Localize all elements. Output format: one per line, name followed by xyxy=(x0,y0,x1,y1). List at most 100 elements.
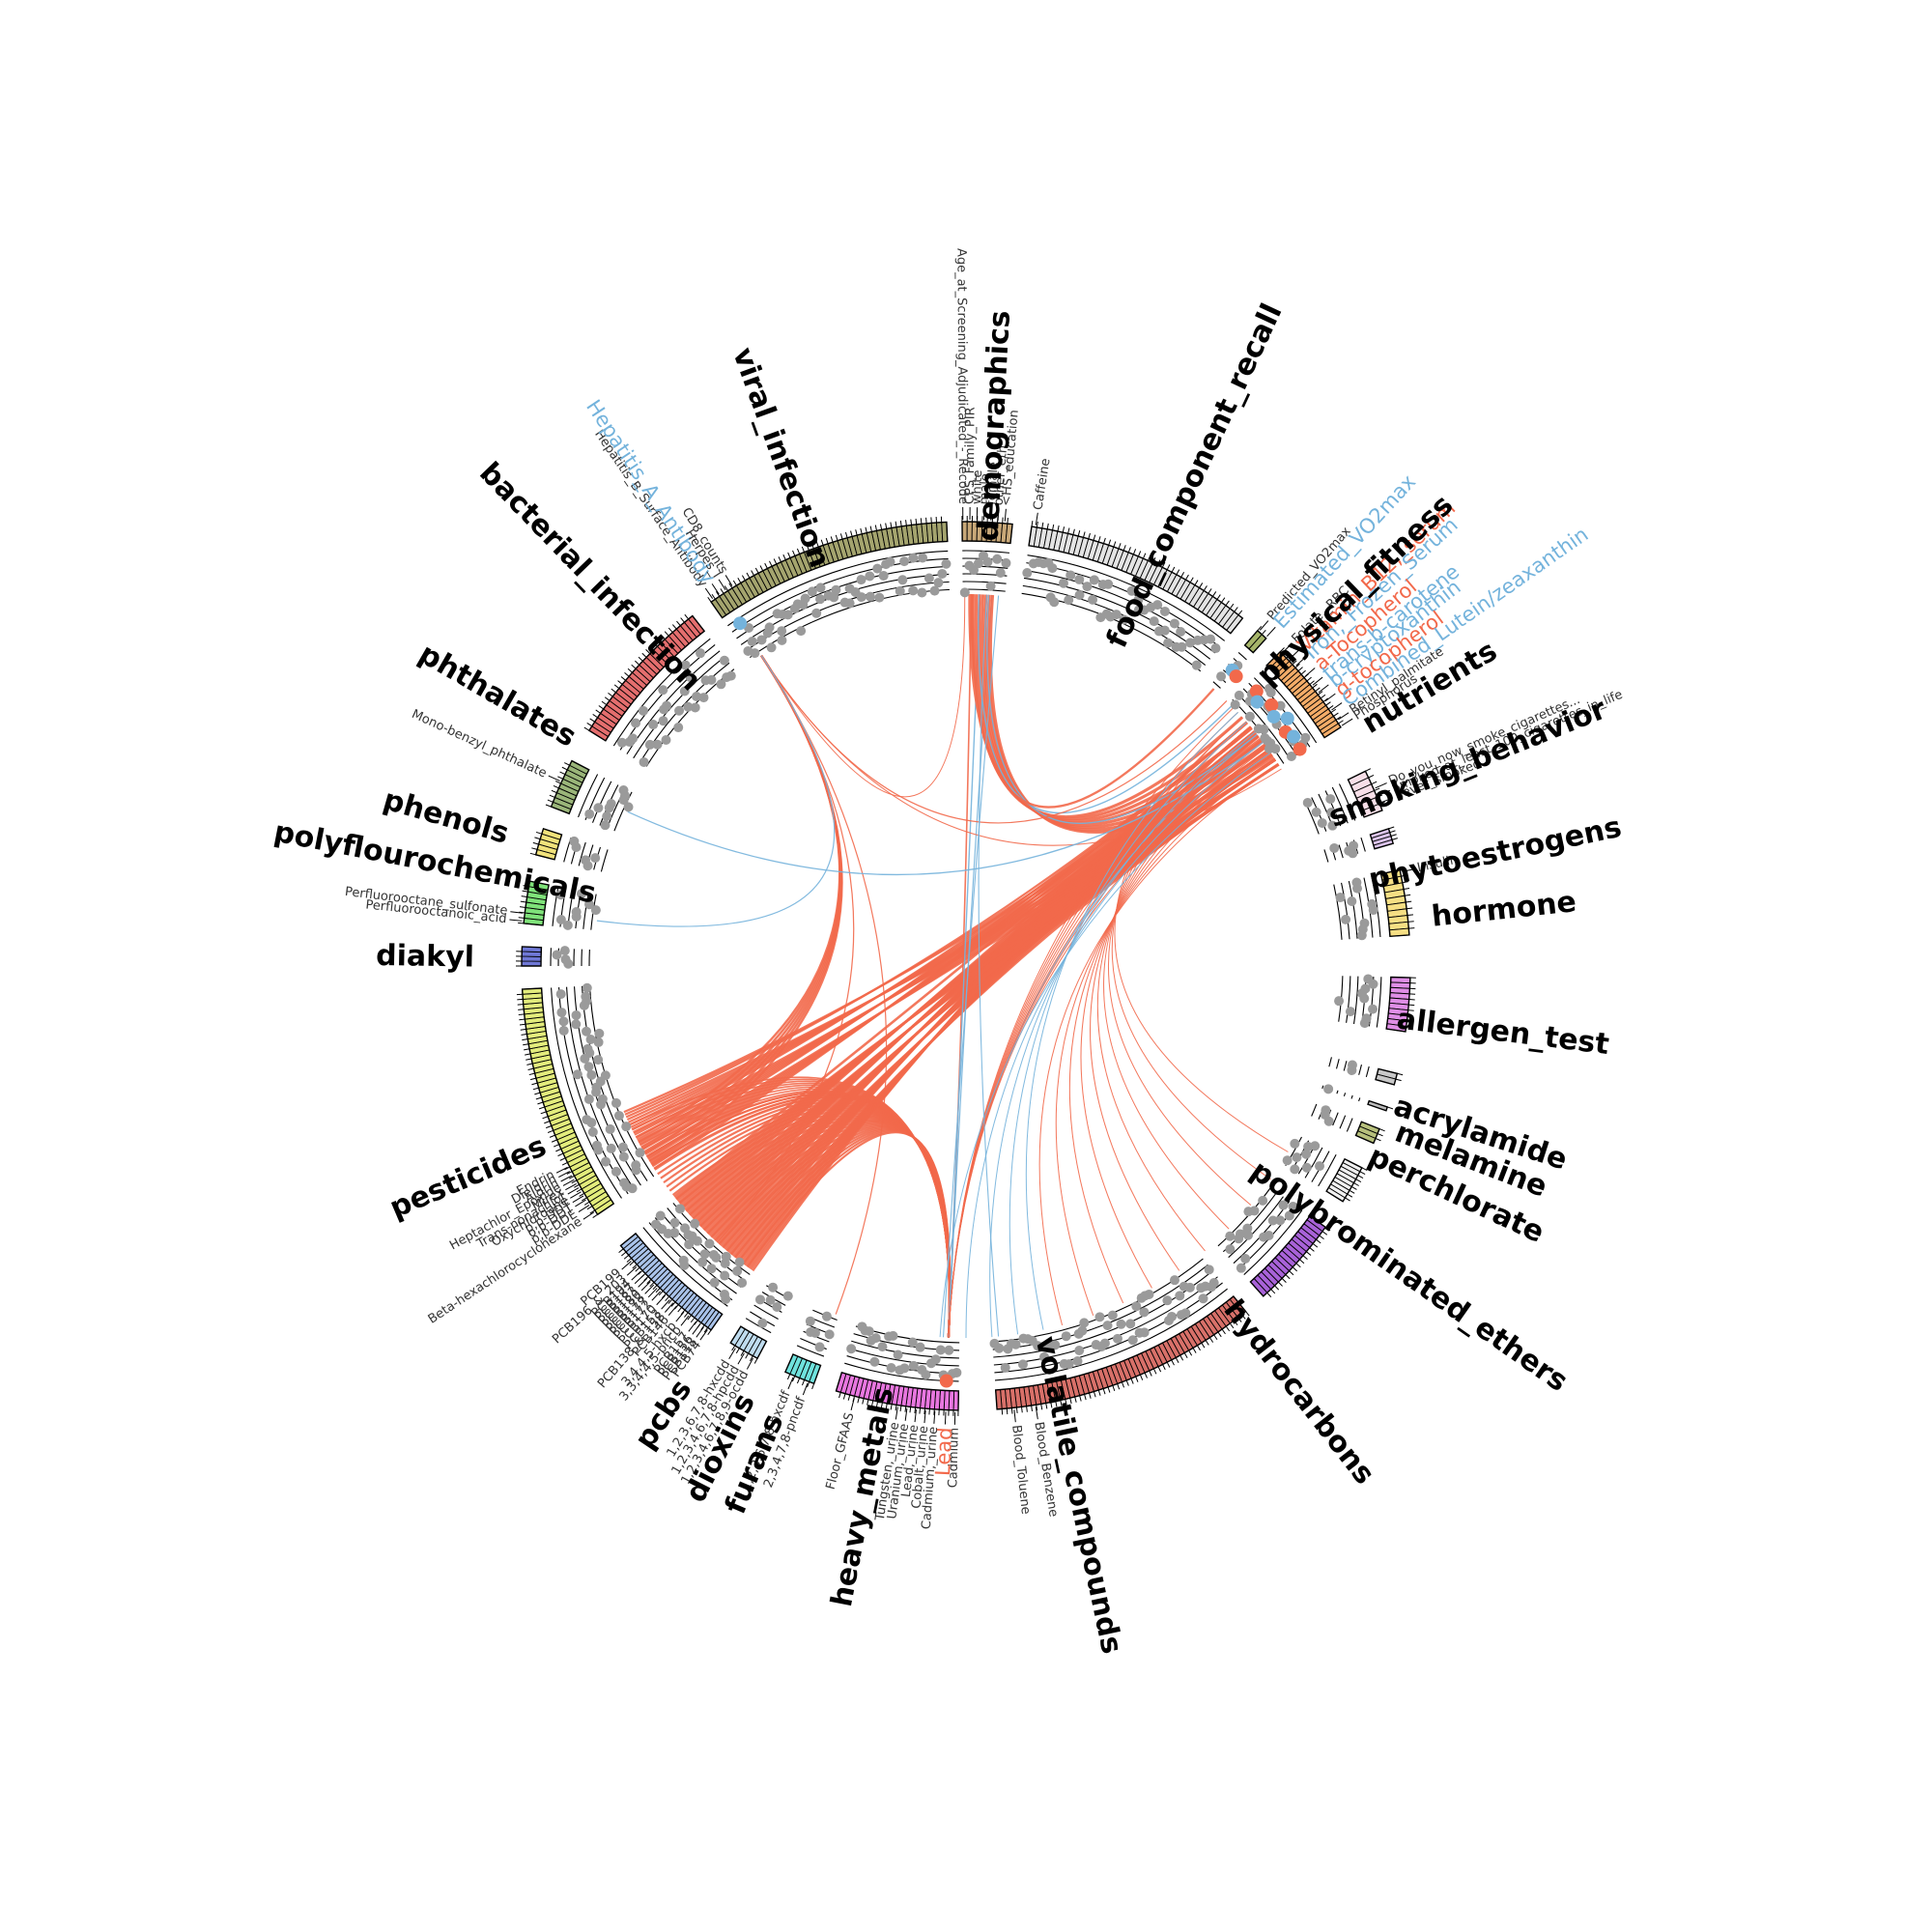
bar-tick xyxy=(1377,1133,1383,1137)
variable-dot xyxy=(1131,1301,1142,1312)
variable-dot xyxy=(1348,848,1358,859)
bar-tick xyxy=(1234,1320,1238,1326)
variable-label-leader xyxy=(647,1288,658,1298)
bar-tick xyxy=(684,613,689,620)
bar-tick xyxy=(523,885,529,888)
variable-dot xyxy=(1284,1210,1294,1221)
bar-tick xyxy=(564,1166,570,1171)
bar-tick xyxy=(1299,1259,1305,1264)
variable-dot xyxy=(1163,638,1174,648)
bar-tick xyxy=(621,1251,627,1257)
bar-tick xyxy=(620,676,626,681)
ring-phthalates-3 xyxy=(591,781,612,823)
bar-tick xyxy=(1052,524,1055,530)
variable-dot xyxy=(747,636,757,646)
variable-dot xyxy=(576,889,586,899)
variable-dot xyxy=(754,1294,765,1305)
variable-label-leader xyxy=(656,1294,666,1306)
bar-tick xyxy=(825,537,829,544)
bar-tick xyxy=(1171,566,1176,573)
bar-tick xyxy=(551,1139,557,1143)
variable-dot xyxy=(1074,574,1085,584)
bar-tick xyxy=(869,526,872,532)
ring-smoking-4 xyxy=(1331,786,1349,824)
variable-dot xyxy=(897,575,908,585)
variable-dot xyxy=(1352,883,1363,894)
bar-tick xyxy=(703,1327,709,1333)
bar-tick xyxy=(643,1276,649,1282)
variable-dot xyxy=(1323,1084,1334,1094)
hub-dot xyxy=(939,1374,953,1388)
bar-tick xyxy=(915,518,918,525)
variable-dot xyxy=(1061,1331,1071,1342)
bar-tick xyxy=(1057,525,1060,532)
variable-dot xyxy=(777,635,787,645)
bar-tick xyxy=(525,1053,531,1056)
bar-tick xyxy=(1347,1193,1353,1198)
variable-dot xyxy=(697,1257,708,1267)
variable-dot xyxy=(1001,557,1011,568)
variable-dot xyxy=(989,1338,1000,1349)
variable-dot xyxy=(1079,1318,1090,1328)
bar-tick xyxy=(1162,1364,1166,1371)
bar-tick xyxy=(753,1357,758,1364)
bar-tick xyxy=(521,895,527,898)
ring-fitness-5 xyxy=(1237,652,1247,661)
ring-phthalates-5 xyxy=(578,774,599,818)
variable-label-leader xyxy=(1035,512,1038,526)
bar-tick xyxy=(1093,1391,1096,1398)
bar-tick xyxy=(524,1048,530,1051)
variable-label-leader xyxy=(626,1266,638,1276)
variable-dot xyxy=(1243,1230,1254,1240)
bar-tick xyxy=(1406,914,1414,917)
bar-outline-melamine xyxy=(1367,1099,1389,1112)
bar-tick xyxy=(1208,588,1212,594)
variable-dot xyxy=(571,1009,582,1020)
variable-dot xyxy=(1267,1215,1278,1226)
variable-dot xyxy=(737,1277,748,1288)
positive-association-link xyxy=(971,594,1215,809)
bar-tick xyxy=(920,518,923,525)
bar-tick xyxy=(855,529,858,536)
bar-tick xyxy=(1180,572,1185,578)
variable-dot xyxy=(618,785,629,796)
variable-label-leader xyxy=(651,1291,662,1301)
ring-perchlorate-4 xyxy=(1339,1115,1347,1129)
bar-tick xyxy=(1065,1399,1067,1406)
bar-tick xyxy=(1125,1379,1129,1386)
variable-dot xyxy=(1275,1215,1286,1226)
variable-dot xyxy=(1196,1283,1207,1293)
bar-tick xyxy=(807,1381,810,1388)
variable-dot xyxy=(644,739,655,750)
negative-association-link xyxy=(939,752,1271,1338)
bar-tick xyxy=(1050,1402,1053,1408)
association-links xyxy=(596,593,1289,1339)
bar-tick xyxy=(1151,556,1156,563)
ring-perchlorate-5 xyxy=(1346,1118,1353,1132)
variable-dot xyxy=(846,1344,857,1354)
bar-tick xyxy=(1112,1385,1116,1392)
variable-dot xyxy=(866,1335,876,1346)
variable-dot xyxy=(821,1311,832,1321)
variable-dot xyxy=(635,1148,645,1158)
bar-tick xyxy=(676,620,681,626)
variable-dot xyxy=(750,648,760,659)
bar-tick xyxy=(1107,1386,1111,1393)
variable-label: Cadmium,_urine xyxy=(920,1426,941,1529)
group-label-bacterial: bacterial_infection xyxy=(472,456,707,697)
ring-melamine-0 xyxy=(1321,1085,1324,1090)
variable-dot xyxy=(959,587,970,598)
variable-dot xyxy=(556,1008,567,1018)
bar-tick xyxy=(1333,712,1339,717)
variable-dot xyxy=(1072,1356,1083,1367)
bar-tick xyxy=(529,1077,537,1081)
variable-label: Cadmium xyxy=(946,1428,962,1489)
bar-tick xyxy=(1108,539,1112,546)
variable-dot xyxy=(1139,1307,1150,1318)
bar-tick xyxy=(1338,720,1344,724)
variable-label: male xyxy=(978,473,993,505)
variable-dot xyxy=(865,591,875,602)
ring-nutrients-5 xyxy=(1259,671,1318,744)
bar-tick xyxy=(773,558,778,565)
variable-dot xyxy=(1133,595,1144,606)
